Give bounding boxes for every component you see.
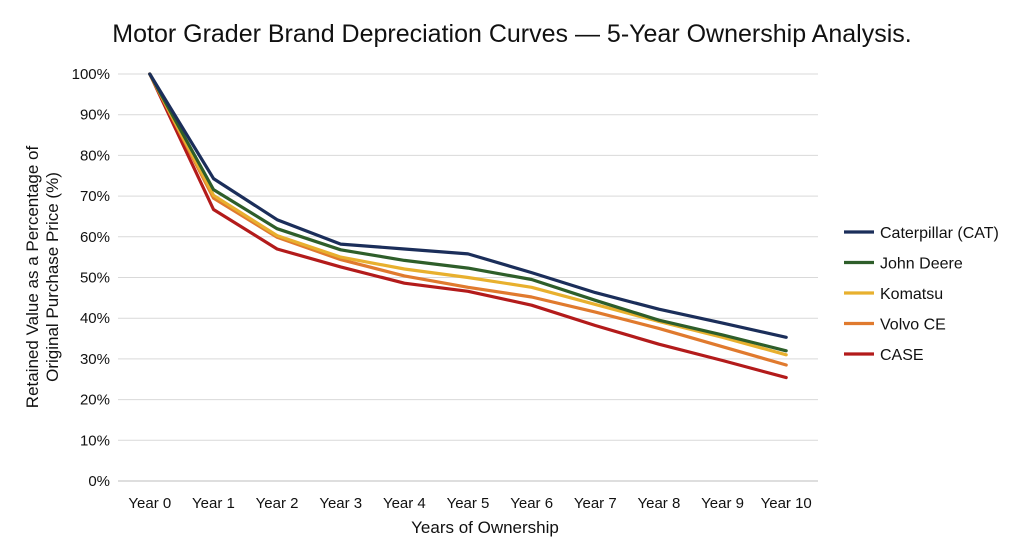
x-tick-label: Year 8 (637, 495, 680, 512)
y-tick-label: 60% (80, 229, 110, 246)
y-tick-label: 30% (80, 351, 110, 368)
y-tick-label: 70% (80, 188, 110, 205)
y-tick-label: 50% (80, 270, 110, 287)
x-tick-label: Year 7 (574, 495, 617, 512)
legend-label: Caterpillar (CAT) (880, 225, 999, 242)
x-axis-title: Years of Ownership (411, 518, 559, 537)
y-tick-label: 10% (80, 432, 110, 449)
chart-title: Motor Grader Brand Depreciation Curves —… (112, 20, 911, 48)
series-lines (148, 72, 788, 380)
x-tick-label: Year 6 (510, 495, 553, 512)
series-line-komatsu (148, 72, 788, 357)
y-tick-label: 80% (80, 147, 110, 164)
x-tick-label: Year 1 (192, 495, 235, 512)
y-axis-title-line-1: Retained Value as a Percentage of (23, 146, 42, 409)
x-tick-label: Year 3 (319, 495, 362, 512)
series-line-john-deere (148, 72, 788, 353)
y-axis-ticks: 0% 10% 20% 30% 40% 50% 60% 70% 80% 90% 100% (72, 66, 110, 490)
x-tick-label: Year 10 (761, 495, 812, 512)
x-axis-ticks: Year 0 Year 1 Year 2 Year 3 Year 4 Year 5 Year… (128, 495, 811, 512)
x-tick-label: Year 5 (447, 495, 490, 512)
legend-label: John Deere (880, 256, 963, 273)
y-tick-label: 20% (80, 392, 110, 409)
series-line-case (148, 72, 788, 380)
y-tick-label: 90% (80, 107, 110, 124)
y-axis-title: Retained Value as a Percentage of Origin… (23, 146, 62, 409)
x-tick-label: Year 9 (701, 495, 744, 512)
x-tick-label: Year 2 (256, 495, 299, 512)
series-line-caterpillar-cat (148, 72, 788, 339)
y-axis-title-line-2: Original Purchase Price (%) (43, 172, 62, 382)
x-tick-label: Year 0 (128, 495, 171, 512)
legend-label: CASE (880, 347, 924, 364)
legend: Caterpillar (CAT) John Deere Komatsu Volvo … (844, 225, 999, 364)
legend-label: Volvo CE (880, 317, 946, 334)
x-tick-label: Year 4 (383, 495, 426, 512)
legend-label: Komatsu (880, 286, 943, 303)
y-tick-label: 40% (80, 310, 110, 327)
series-line-volvo-ce (148, 72, 788, 367)
y-tick-label: 100% (72, 66, 110, 83)
y-tick-label: 0% (88, 473, 110, 490)
